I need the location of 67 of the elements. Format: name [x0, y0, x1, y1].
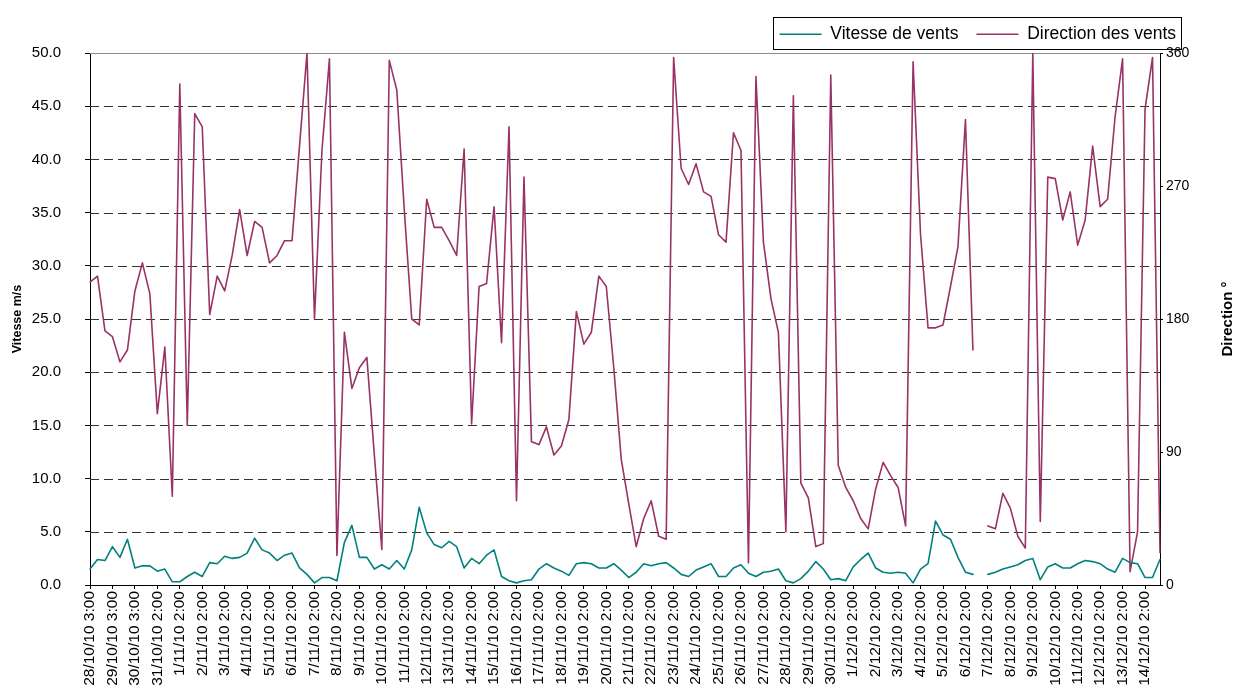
y2-tick-label: 270	[1166, 176, 1190, 193]
x-tick-label: 4/12/10 2:00	[910, 590, 928, 678]
y-tick-label: 30.0	[31, 255, 61, 273]
x-tick-label: 14/12/10 2:00	[1135, 590, 1153, 686]
x-tick-label: 7/11/10 2:00	[304, 590, 322, 677]
x-tick-label: 12/12/10 2:00	[1090, 590, 1108, 686]
y2-axis-title: Direction °	[1218, 281, 1236, 357]
x-tick-label: 25/11/10 2:00	[708, 590, 726, 685]
y2-tick-label: 0	[1166, 575, 1174, 592]
x-tick-label: 29/10/10 3:00	[102, 590, 120, 686]
x-tick-label: 10/11/10 2:00	[372, 590, 390, 685]
x-tick-label: 18/11/10 2:00	[551, 590, 569, 685]
x-tick-label: 17/11/10 2:00	[529, 590, 547, 685]
y-tick-label: 0.0	[40, 575, 61, 593]
x-tick-label: 22/11/10 2:00	[641, 590, 659, 685]
x-tick-label: 2/12/10 2:00	[865, 590, 883, 678]
x-tick-label: 3/12/10 2:00	[888, 590, 906, 678]
y-tick-label: 15.0	[31, 415, 61, 433]
y-tick-label: 5.0	[40, 521, 61, 539]
y-tick-label: 50.0	[31, 43, 61, 61]
x-tick-label: 15/11/10 2:00	[484, 590, 502, 685]
x-tick-label: 5/11/10 2:00	[259, 590, 277, 677]
x-tick-label: 16/11/10 2:00	[506, 590, 524, 685]
x-tick-label: 13/11/10 2:00	[439, 590, 457, 685]
x-tick-label: 20/11/10 2:00	[596, 590, 614, 685]
x-tick-label: 14/11/10 2:00	[461, 590, 479, 685]
x-tick-label: 28/11/10 2:00	[776, 590, 794, 685]
x-tick-label: 30/10/10 3:00	[125, 590, 143, 686]
y-tick-label: 20.0	[31, 362, 61, 380]
x-tick-label: 30/11/10 2:00	[821, 590, 839, 685]
y2-tick-label: 90	[1166, 442, 1182, 459]
x-tick-label: 23/11/10 2:00	[663, 590, 681, 685]
y-tick-label: 45.0	[31, 96, 61, 114]
y-tick-label: 10.0	[31, 468, 61, 486]
x-tick-label: 12/11/10 2:00	[416, 590, 434, 685]
x-tick-label: 5/12/10 2:00	[933, 590, 951, 678]
x-tick-label: 9/11/10 2:00	[349, 590, 367, 677]
x-tick-label: 29/11/10 2:00	[798, 590, 816, 685]
x-tick-label: 28/10/10 3:00	[80, 590, 98, 686]
y2-tick-label: 180	[1166, 309, 1190, 326]
x-tick-label: 8/11/10 2:00	[327, 590, 345, 677]
y-axis-title: Vitesse m/s	[9, 284, 24, 354]
x-tick-label: 1/12/10 2:00	[843, 590, 861, 678]
x-tick-label: 11/11/10 2:00	[394, 590, 412, 684]
x-tick-label: 7/12/10 2:00	[978, 590, 996, 678]
x-tick-label: 9/12/10 2:00	[1023, 590, 1041, 678]
x-tick-label: 26/11/10 2:00	[731, 590, 749, 685]
x-tick-label: 31/10/10 2:00	[147, 590, 165, 686]
x-tick-label: 2/11/10 2:00	[192, 590, 210, 677]
x-tick-label: 19/11/10 2:00	[574, 590, 592, 685]
x-tick-label: 4/11/10 2:00	[237, 590, 255, 677]
x-tick-label: 10/12/10 2:00	[1045, 590, 1063, 686]
x-tick-label: 27/11/10 2:00	[753, 590, 771, 685]
y-tick-label: 25.0	[31, 309, 61, 327]
x-tick-label: 24/11/10 2:00	[686, 590, 704, 685]
x-tick-label: 6/12/10 2:00	[955, 590, 973, 678]
legend-label: Direction des vents	[1027, 23, 1177, 44]
x-tick-label: 21/11/10 2:00	[619, 590, 637, 685]
x-tick-label: 8/12/10 2:00	[1000, 590, 1018, 678]
x-tick-label: 11/12/10 2:00	[1067, 590, 1085, 685]
legend-label: Vitesse de vents	[830, 23, 959, 44]
y-tick-label: 35.0	[31, 202, 61, 220]
x-tick-label: 13/12/10 2:00	[1112, 590, 1130, 686]
x-tick-label: 1/11/10 2:00	[170, 590, 188, 677]
x-tick-label: 6/11/10 2:00	[282, 590, 300, 677]
x-tick-label: 3/11/10 2:00	[214, 590, 232, 677]
y-tick-label: 40.0	[31, 149, 61, 167]
